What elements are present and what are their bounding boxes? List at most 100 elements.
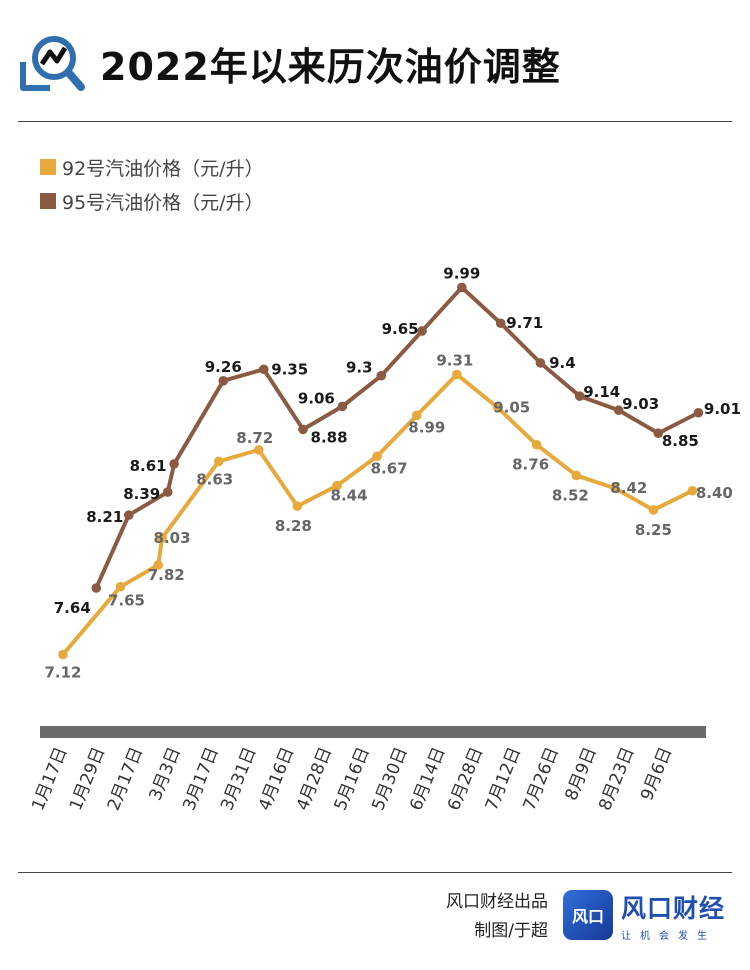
series-95-point — [218, 376, 229, 386]
series-95-data-label: 9.26 — [205, 358, 242, 376]
series-92-data-label: 8.72 — [236, 429, 273, 447]
footer-author: 制图/于超 — [474, 921, 548, 941]
top-divider — [18, 121, 732, 122]
legend-item-92: 92号汽油价格（元/升） — [40, 150, 264, 184]
series-92-data-label: 8.99 — [408, 418, 445, 436]
series-92-data-label: 8.42 — [610, 479, 647, 497]
series-95-point — [337, 401, 348, 412]
series-95-point — [169, 459, 179, 469]
series-92-point — [648, 505, 659, 515]
series-95-point — [417, 326, 427, 336]
series-92-data-label: 9.31 — [436, 351, 473, 369]
series-92-point — [292, 501, 303, 511]
series-95-data-label: 7.64 — [54, 599, 91, 617]
series-95-point — [376, 370, 387, 381]
brand-slogan: 让机会发生 — [621, 930, 716, 942]
series-92-point — [452, 369, 462, 380]
series-92-data-label: 8.40 — [696, 484, 733, 502]
x-tick-label: 3月31日 — [217, 744, 260, 813]
series-95-point — [693, 407, 704, 418]
series-95-point — [653, 428, 664, 439]
magnifier-chart-icon — [20, 36, 85, 91]
x-tick-label: 6月14日 — [406, 744, 449, 813]
series-92-data-label: 8.52 — [552, 486, 589, 504]
legend-swatch-92 — [40, 159, 56, 175]
series-95-data-label: 9.71 — [506, 314, 543, 332]
x-tick-label: 1月17日 — [28, 744, 71, 813]
series-92-point — [153, 560, 164, 570]
series-95-point — [123, 510, 134, 520]
legend-label-95: 95号汽油价格（元/升） — [62, 191, 264, 214]
series-95-data-label: 8.61 — [130, 457, 167, 475]
x-tick-label: 8月9日 — [561, 744, 600, 803]
series-92-point — [571, 470, 582, 481]
series-92-point — [531, 439, 542, 450]
series-92-data-label: 8.63 — [196, 470, 233, 488]
series-95-data-label: 8.39 — [123, 485, 160, 503]
legend-label-92: 92号汽油价格（元/升） — [62, 157, 264, 180]
series-95-point — [162, 487, 173, 497]
series-92-data-label: 8.76 — [512, 456, 549, 474]
series-95-point — [574, 391, 585, 401]
series-95-point — [91, 583, 102, 593]
x-tick-label: 3月17日 — [179, 744, 222, 813]
series-95-point — [495, 318, 506, 329]
series-92-data-label: 7.65 — [108, 592, 145, 610]
x-tick-label: 7月12日 — [482, 744, 525, 813]
brand-badge-icon: 风口 — [563, 890, 613, 940]
series-95-point — [258, 364, 269, 375]
x-tick-label: 9月6日 — [637, 744, 676, 803]
series-95-point — [298, 424, 308, 435]
series-95-data-label: 9.3 — [346, 359, 373, 377]
series-95-data-label: 9.01 — [704, 400, 741, 418]
x-tick-label: 6月28日 — [444, 744, 487, 813]
line-chart: 1月17日1月29日2月17日3月3日3月17日3月31日4月16日4月28日5… — [28, 264, 741, 813]
bottom-divider — [18, 872, 732, 873]
footer-credit: 风口财经出品 — [446, 892, 548, 912]
x-tick-label: 4月16日 — [255, 744, 298, 813]
brand-logo: 风口 风口财经 让机会发生 — [563, 885, 738, 945]
series-95-data-label: 9.03 — [622, 395, 659, 413]
series-92-point — [492, 402, 503, 413]
series-92-data-label: 8.67 — [371, 459, 408, 477]
chart-legend: 92号汽油价格（元/升） 95号汽油价格（元/升） — [40, 150, 264, 218]
series-92-point — [254, 445, 264, 455]
x-tick-label: 5月16日 — [331, 744, 374, 813]
x-tick-label: 1月29日 — [66, 744, 109, 813]
x-tick-label: 3月3日 — [146, 744, 185, 803]
series-92-point — [157, 533, 167, 543]
page-title: 2022年以来历次油价调整 — [100, 44, 561, 89]
series-92-point — [610, 483, 620, 494]
series-92-data-label: 8.25 — [635, 521, 672, 539]
series-92-point — [332, 480, 342, 491]
series-95-data-label: 9.06 — [298, 389, 335, 407]
series-95-point — [535, 358, 546, 368]
series-92-point — [213, 456, 224, 467]
series-92-data-label: 8.03 — [154, 529, 191, 547]
series-92-point — [412, 410, 422, 421]
series-92-data-label: 7.82 — [148, 566, 185, 584]
x-tick-label: 7月26日 — [520, 744, 563, 813]
series-95-data-label: 9.99 — [443, 264, 480, 282]
series-95-data-label: 9.14 — [583, 383, 620, 401]
series-95-point — [456, 282, 467, 293]
series-92-point — [372, 451, 382, 462]
series-92-line — [61, 372, 694, 656]
series-92-data-label: 9.05 — [493, 399, 530, 417]
series-95-data-label: 8.21 — [86, 508, 123, 526]
series-92-point — [58, 649, 68, 660]
series-92-data-label: 7.12 — [44, 663, 81, 681]
series-92-data-label: 8.44 — [331, 487, 368, 505]
series-92-point — [115, 581, 126, 592]
legend-swatch-95 — [40, 193, 56, 209]
header: 2022年以来历次油价调整 — [18, 28, 561, 98]
series-92-point — [687, 485, 698, 496]
series-95-data-label: 9.4 — [549, 354, 576, 372]
x-tick-label: 8月23日 — [595, 744, 638, 813]
x-axis-band — [40, 726, 706, 738]
x-tick-label: 5月30日 — [368, 744, 411, 813]
brand-name: 风口财经 — [621, 893, 726, 923]
series-95-point — [613, 405, 624, 416]
series-92-data-label: 8.28 — [275, 517, 312, 535]
legend-item-95: 95号汽油价格（元/升） — [40, 184, 264, 218]
